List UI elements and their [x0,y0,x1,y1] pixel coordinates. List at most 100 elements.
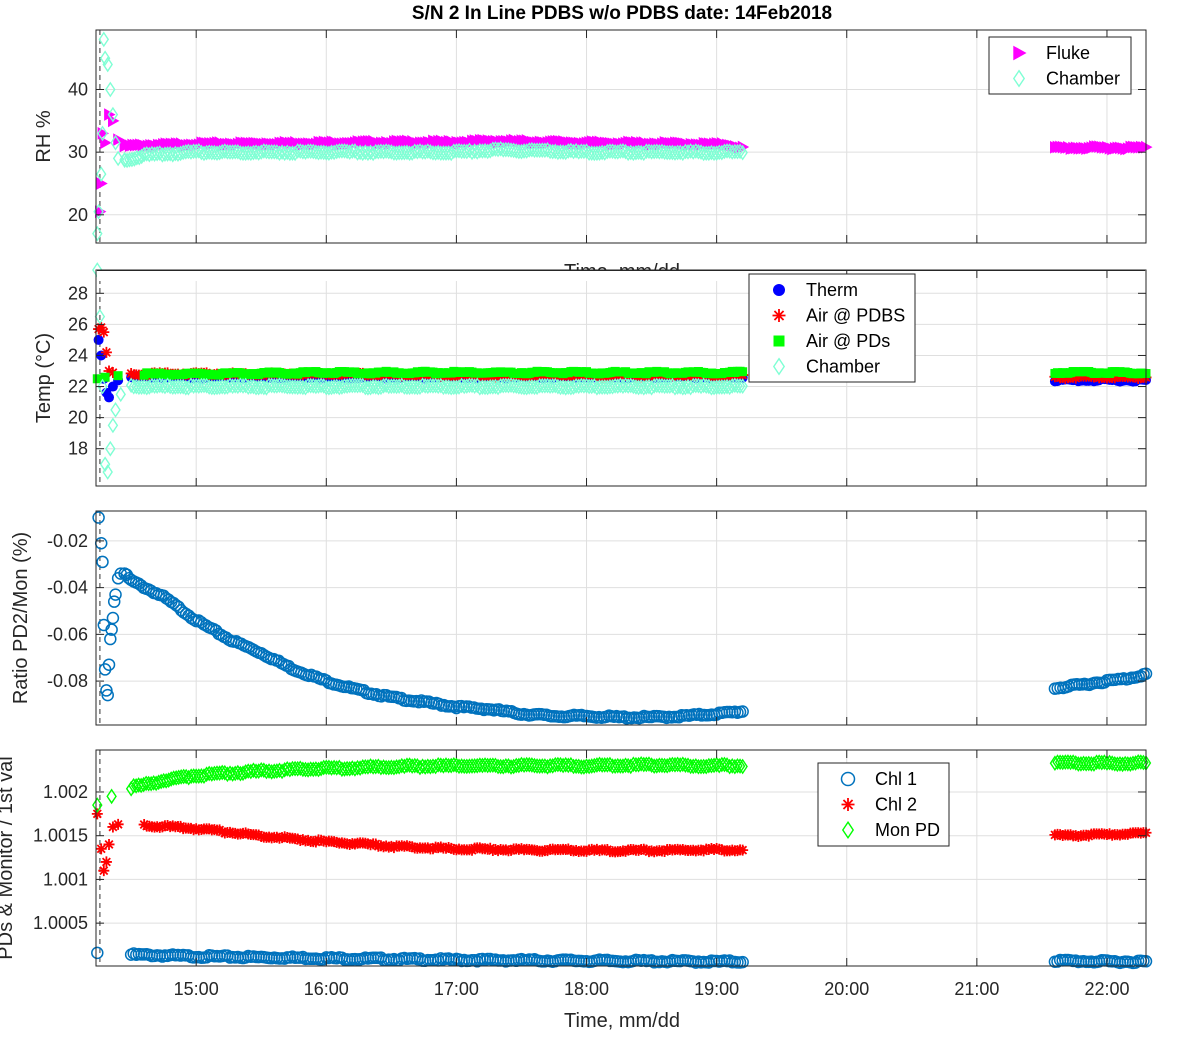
data-point [445,379,457,396]
data-point [256,144,267,160]
data-point [109,588,122,601]
data-point [386,759,397,776]
data-point [1141,140,1153,154]
data-point [315,760,327,777]
data-point [102,464,113,480]
data-point [266,763,277,780]
legend-label: Therm [806,280,858,300]
data-point [773,335,785,347]
data-point [185,768,197,785]
data-point [321,144,332,161]
data-point [253,145,264,161]
data-point [511,757,522,774]
panel-2-cover [97,271,737,281]
data-point [513,757,525,774]
data-point [1130,755,1141,771]
data-point [99,50,111,67]
data-point [1073,756,1084,772]
legend-label: Air @ PDBS [806,306,905,326]
data-point [576,759,587,775]
data-point [628,145,639,162]
data-point [269,378,280,394]
data-point [229,377,241,394]
data-point [98,865,110,877]
data-point [240,764,251,780]
data-point [92,374,102,384]
y-axis-label: Ratio PD2/Mon (%) [10,532,32,704]
data-point [547,757,558,774]
data-point [648,758,660,774]
data-point [112,818,124,830]
data-point [430,758,441,775]
data-point [227,766,238,782]
data-point [380,759,392,776]
data-point [435,841,447,853]
data-point [92,511,105,524]
data-point [427,144,439,161]
data-point [159,146,171,163]
data-point [716,379,728,395]
data-point [466,144,478,161]
data-point [458,378,470,395]
data-point [242,379,254,395]
x-tick-label: 16:00 [304,979,349,999]
x-tick-label: 20:00 [824,979,869,999]
data-point [443,757,454,774]
data-point [253,763,264,779]
data-point [772,309,786,322]
legend-box [988,36,1132,95]
data-point [302,834,314,846]
data-point [469,143,480,160]
data-point [484,142,496,159]
data-point [451,379,462,396]
data-point [615,758,626,774]
data-point [289,760,301,777]
data-point [105,81,116,98]
data-point [414,759,426,776]
data-point [651,757,663,774]
data-point [570,377,582,394]
data-point [841,798,855,811]
data-point [734,378,746,394]
data-point [1012,69,1026,88]
data-point [541,845,553,857]
data-point [557,144,569,160]
data-point [245,145,257,162]
data-point [115,386,126,403]
data-point [638,145,650,162]
chart-panel-3: -0.08 -0.06 -0.04 -0.02 Ratio PD2/Mon (%) [10,510,1153,726]
data-point [669,379,681,396]
legend: Chl 1 Chl 2 Mon PD [817,762,950,847]
data-point [102,56,113,73]
data-point [375,379,387,396]
series-air-pds [92,366,1151,384]
data-point [417,144,428,160]
data-point [95,166,107,182]
axes-frame [95,749,1147,967]
data-point [495,758,506,775]
data-point [103,838,115,850]
data-point [367,759,379,775]
data-point [99,456,111,473]
data-point [591,379,603,396]
data-point [422,842,434,854]
data-point [198,145,210,162]
x-axis-label: Time, mm/dd [564,1010,680,1032]
data-point [586,758,597,774]
data-point [112,150,124,167]
data-point [98,326,110,338]
data-point [214,765,225,782]
data-point [737,144,748,161]
chart-panel-1: 20 30 40 RH % Fluke Chamber [33,29,1153,244]
data-point [250,763,262,780]
data-point [167,146,179,163]
y-tick-label: 28 [68,283,88,303]
data-point [119,151,130,168]
data-point [674,144,686,161]
data-point [106,611,120,625]
data-point [391,145,402,161]
data-point [630,756,642,773]
data-point [354,760,366,776]
data-point [659,757,670,774]
data-point [94,308,106,325]
